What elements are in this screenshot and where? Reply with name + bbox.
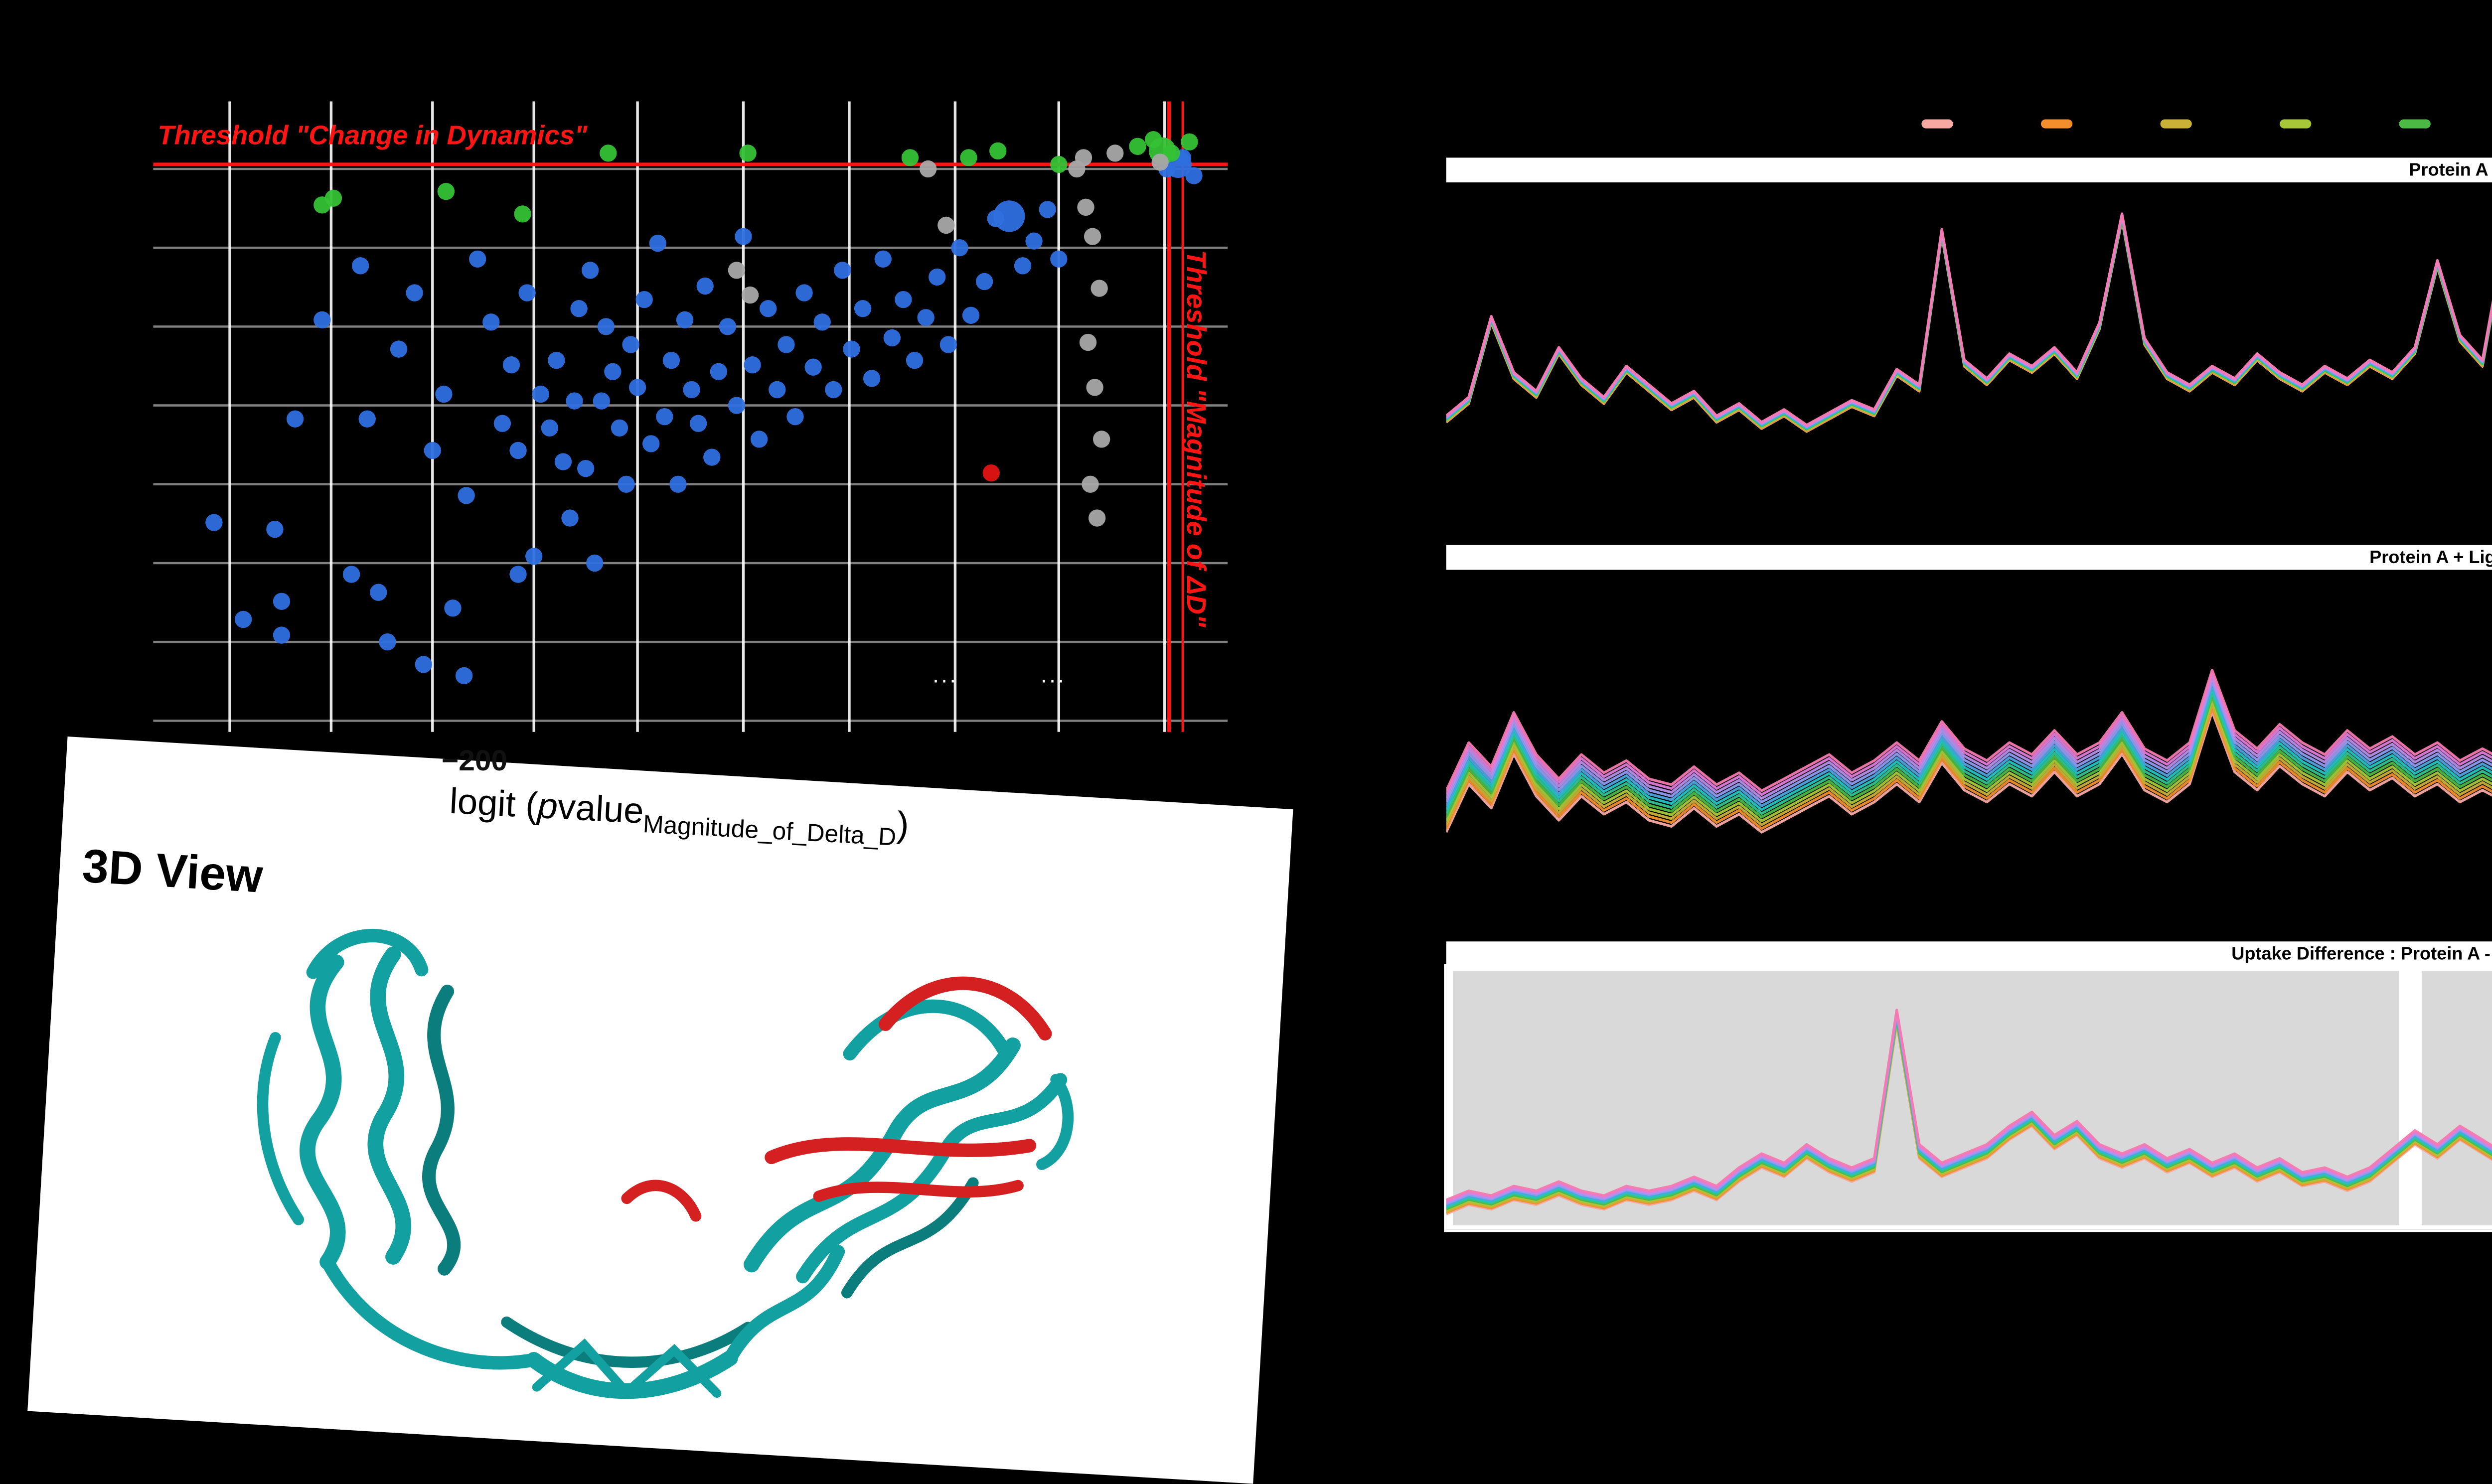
structure-3d-panel[interactable]: 3D View [27,736,1293,1484]
overflow-ellipsis: ... [933,664,958,690]
panel-title-uptake-difference: Uptake Difference : Protein A - (Protein… [1446,941,2492,966]
uptake-difference-chart[interactable] [1444,964,2492,1232]
uptake-chart-protein-a[interactable] [1446,182,2492,525]
threshold-dynamics-label: Threshold "Change in Dynamics" [157,119,588,151]
legend-swatch[interactable] [2280,119,2312,129]
axis-label-suffix: ) [896,807,910,846]
volcano-x-tick-label: −200 [441,743,508,777]
panel-title-text: Protein A [2409,159,2489,180]
panel-title-protein-a: Protein A [1446,157,2492,183]
threshold-magnitude-label: Threshold "Magnitude of ΔD" [1180,250,1212,627]
legend-swatch[interactable] [1921,119,1953,129]
axis-label-p: p [536,788,559,828]
protein-ribbon [257,929,1074,1399]
volcano-plot[interactable]: Threshold "Change in Dynamics" Threshold… [153,101,1228,732]
volcano-scatter-canvas[interactable] [153,101,1228,732]
axis-label-prefix: logit ( [448,783,539,827]
protein-highlight-regions [621,976,1052,1222]
app-root: Threshold "Change in Dynamics" Threshold… [27,101,2492,1484]
axis-label-value: value [556,789,645,833]
overflow-ellipsis: ... [1041,664,1067,690]
protein-ribbon-view[interactable] [152,897,1172,1473]
timepoint-legend [1921,119,2492,129]
uptake-chart-protein-a-ligand[interactable] [1446,570,2492,903]
panel-title-protein-a-ligand: Protein A + Ligand [1446,545,2492,570]
legend-swatch[interactable] [2160,119,2192,129]
legend-swatch[interactable] [2040,119,2073,129]
legend-swatch[interactable] [2399,119,2431,129]
panel-title-text: Uptake Difference : Protein A - (Protein… [2231,943,2492,964]
3d-view-title: 3D View [81,841,265,904]
panel-title-text: Protein A + Ligand [2369,547,2492,568]
